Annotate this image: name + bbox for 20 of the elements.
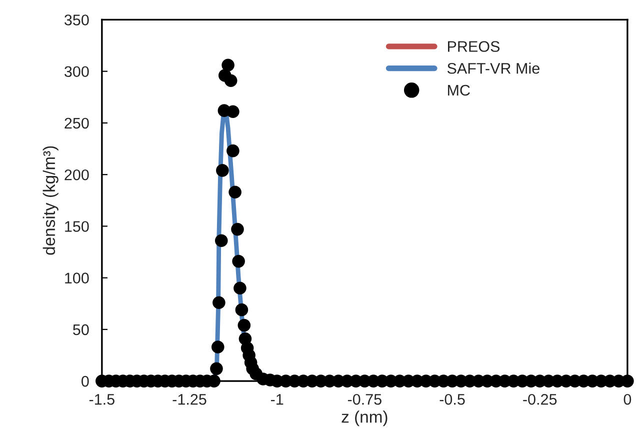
x-tick-label: -0.25 <box>523 394 557 405</box>
y-tick-label: 0 <box>82 376 89 387</box>
x-tick-label: 0 <box>624 394 632 405</box>
y-tick-label: 350 <box>64 14 89 26</box>
x-tick-label: -1 <box>270 394 284 405</box>
y-tick-label: 150 <box>65 221 89 232</box>
legend-label: MC <box>448 84 470 96</box>
y-tick-label: 50 <box>73 324 89 336</box>
x-tick-label: -1.25 <box>172 394 206 405</box>
y-tick-label: 300 <box>64 66 89 78</box>
y-tick-label: 200 <box>64 169 89 180</box>
x-axis-title: z (nm) <box>342 410 388 426</box>
x-tick-label: -0.5 <box>440 394 465 405</box>
legend-label: PREOS <box>448 41 500 52</box>
y-tick-label: 250 <box>64 118 89 129</box>
y-tick-label: 100 <box>65 272 89 284</box>
legend-label: SAFT-VR Mie <box>447 62 540 74</box>
x-tick-label: -1.5 <box>89 394 114 405</box>
y-axis-title: density (kg/m³) <box>42 146 58 255</box>
x-tick-label: -0.75 <box>348 394 382 405</box>
